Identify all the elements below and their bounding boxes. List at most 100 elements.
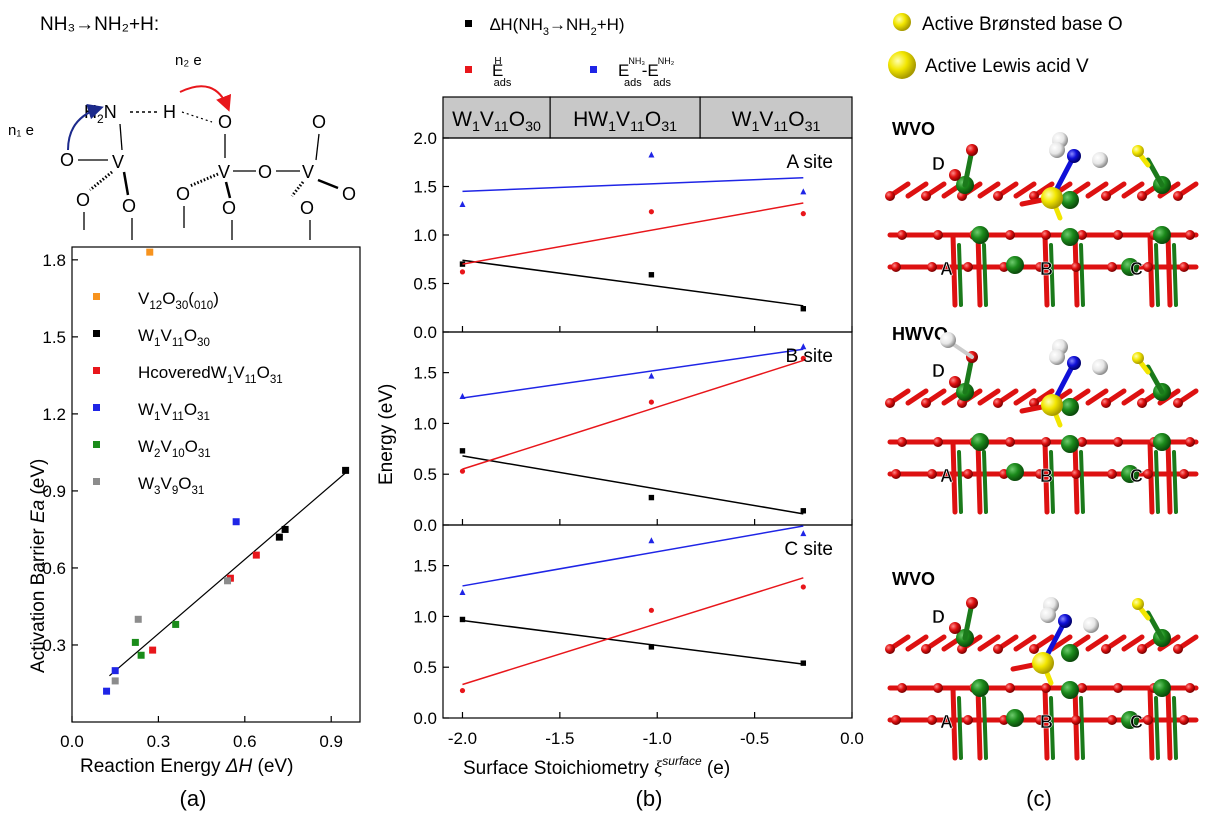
fit-line (462, 619, 804, 665)
oxygen-atom (927, 262, 937, 272)
oxygen-atom (1179, 262, 1189, 272)
oxygen-atom (1113, 230, 1123, 240)
legend: ∆H(NH3→NH2+H) EH ads ENH₃ ads-ENH₂ ads (465, 15, 675, 89)
oxygen-atom (897, 230, 907, 240)
v-atom-label: V (112, 152, 124, 172)
hydrogen-atom (1049, 142, 1065, 158)
data-point (146, 248, 154, 256)
oxygen-atom (1077, 683, 1087, 693)
surface-structure: WVO A B C D (885, 119, 1199, 308)
category-label: HW1V11O31 (573, 108, 677, 135)
data-point (459, 392, 466, 399)
oxygen-atom (1143, 262, 1153, 272)
data-point (648, 537, 655, 544)
site-label: A (940, 259, 953, 279)
electron-transfer-arrow (179, 85, 232, 112)
bond (957, 696, 963, 760)
bond (1079, 696, 1085, 760)
legend-marker (465, 20, 472, 27)
structure-title: HWVO (892, 324, 948, 344)
data-point (459, 687, 466, 694)
oxygen-atom (1035, 262, 1045, 272)
vanadium-atom (971, 226, 989, 244)
oxygen-atom (1077, 230, 1087, 240)
y-tick-label: 1.5 (413, 557, 437, 576)
site-label: C (1130, 712, 1143, 732)
oxygen-atom (1071, 262, 1081, 272)
oxygen-atom (1071, 715, 1081, 725)
legend-label: W1V11O31 (138, 400, 210, 423)
bond (1042, 685, 1050, 761)
vanadium-atom (1061, 398, 1079, 416)
legend-label: HcoveredW1V11O31 (138, 363, 283, 386)
legend-marker (93, 441, 100, 448)
oxygen-atom (885, 644, 895, 654)
bond (1085, 181, 1109, 199)
oxygen-atom (891, 715, 901, 725)
oxygen-atom (927, 715, 937, 725)
vanadium-atom (1121, 711, 1139, 729)
oxygen-atom (1185, 683, 1195, 693)
h-atom-label: H (163, 102, 176, 122)
oxygen-atom (1029, 398, 1039, 408)
x-tick-label: 0.3 (147, 732, 171, 751)
bond (1165, 685, 1173, 761)
data-point (459, 468, 466, 474)
bond (1049, 450, 1055, 514)
o-atom-label: O (312, 112, 326, 132)
bond (1049, 243, 1055, 307)
category-label: W1V11O30 (452, 108, 541, 135)
oxygen-atom (1101, 191, 1111, 201)
vanadium-atom (1006, 256, 1024, 274)
data-point (342, 466, 350, 474)
v-atom-label: V (302, 162, 314, 182)
site-label: B (1040, 259, 1053, 279)
legend-label: W2V10O31 (138, 437, 211, 460)
x-tick-label: 0.0 (840, 729, 864, 748)
y-tick-label: 0.5 (413, 465, 437, 484)
x-tick-label: -2.0 (448, 729, 477, 748)
data-point (800, 211, 806, 217)
energy-vs-stoichiometry-chart: ∆H(NH3→NH2+H) EH ads ENH₃ ads-ENH₂ ads W1V1… (376, 15, 864, 811)
oxygen-atom (1107, 262, 1117, 272)
bond (1013, 181, 1037, 199)
data-point (648, 372, 655, 379)
nitrogen-atom (1058, 614, 1072, 628)
legend-marker (590, 66, 597, 73)
y-tick-label: 0.5 (413, 275, 437, 294)
legend-label: V12O30(010) (138, 289, 219, 312)
y-tick-label: 1.0 (413, 414, 437, 433)
oxygen-atom (993, 398, 1003, 408)
bond (975, 439, 983, 515)
bond (982, 450, 988, 514)
electron-transfer-arrow (67, 103, 104, 151)
oxygen-atom (933, 683, 943, 693)
oxygen-atom (933, 230, 943, 240)
subplot-3: 0.0 0.5 1.0 1.5 C site (413, 524, 853, 728)
nitrogen-atom (1067, 356, 1081, 370)
oxygen-atom (1005, 437, 1015, 447)
bond (975, 232, 983, 308)
oxygen-atom (1107, 469, 1117, 479)
vanadium-atom (971, 433, 989, 451)
y-axis-label: Energy (eV) (376, 384, 397, 485)
plot-frame (71, 246, 361, 723)
y-tick-label: 1.0 (413, 226, 437, 245)
hydrogen-atom (1092, 152, 1108, 168)
activation-barrier-scatter: 0.0 0.3 0.6 0.9 0.3 0.6 0.9 1.2 1.5 1.8 V12O30(01… (28, 246, 361, 811)
oxygen-atom (1143, 715, 1153, 725)
bond (950, 232, 958, 308)
o-atom-label: O (122, 196, 136, 216)
vanadium-atom (1153, 226, 1171, 244)
category-cell (549, 96, 701, 139)
site-label: D (932, 361, 945, 381)
o-atom-label: O (218, 112, 232, 132)
nh2-group-label: H2N (84, 102, 117, 126)
y-tick-label: 0.3 (42, 636, 66, 655)
subplot-2: 0.0 0.5 1.0 1.5 B site (413, 331, 853, 535)
bond (950, 439, 958, 515)
site-label: B site (785, 346, 833, 367)
active-bronsted-o (1132, 352, 1144, 364)
site-label: A (940, 466, 953, 486)
active-lewis-v (1032, 652, 1054, 674)
